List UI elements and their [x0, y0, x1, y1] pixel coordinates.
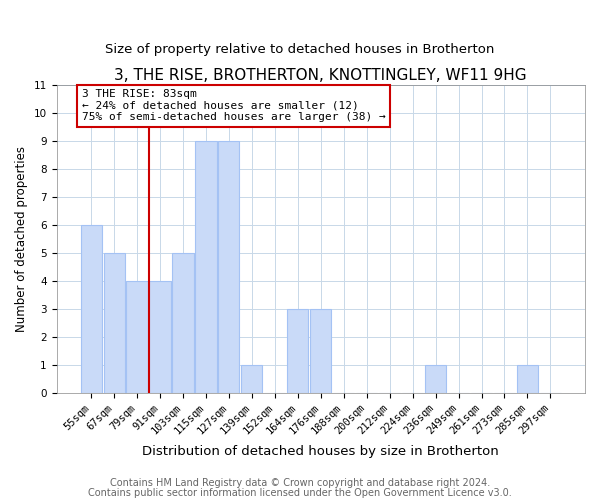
Text: Contains public sector information licensed under the Open Government Licence v3: Contains public sector information licen…: [88, 488, 512, 498]
Bar: [287, 309, 308, 393]
Bar: [218, 141, 239, 393]
Y-axis label: Number of detached properties: Number of detached properties: [15, 146, 28, 332]
Bar: [149, 281, 170, 393]
Bar: [104, 253, 125, 393]
Bar: [127, 281, 148, 393]
Text: 3 THE RISE: 83sqm
← 24% of detached houses are smaller (12)
75% of semi-detached: 3 THE RISE: 83sqm ← 24% of detached hous…: [82, 90, 386, 122]
Bar: [517, 365, 538, 393]
Bar: [172, 253, 194, 393]
Bar: [425, 365, 446, 393]
Bar: [310, 309, 331, 393]
Title: 3, THE RISE, BROTHERTON, KNOTTINGLEY, WF11 9HG: 3, THE RISE, BROTHERTON, KNOTTINGLEY, WF…: [115, 68, 527, 82]
Text: Contains HM Land Registry data © Crown copyright and database right 2024.: Contains HM Land Registry data © Crown c…: [110, 478, 490, 488]
X-axis label: Distribution of detached houses by size in Brotherton: Distribution of detached houses by size …: [142, 444, 499, 458]
Bar: [196, 141, 217, 393]
Bar: [80, 225, 101, 393]
Bar: [241, 365, 262, 393]
Text: Size of property relative to detached houses in Brotherton: Size of property relative to detached ho…: [106, 42, 494, 56]
